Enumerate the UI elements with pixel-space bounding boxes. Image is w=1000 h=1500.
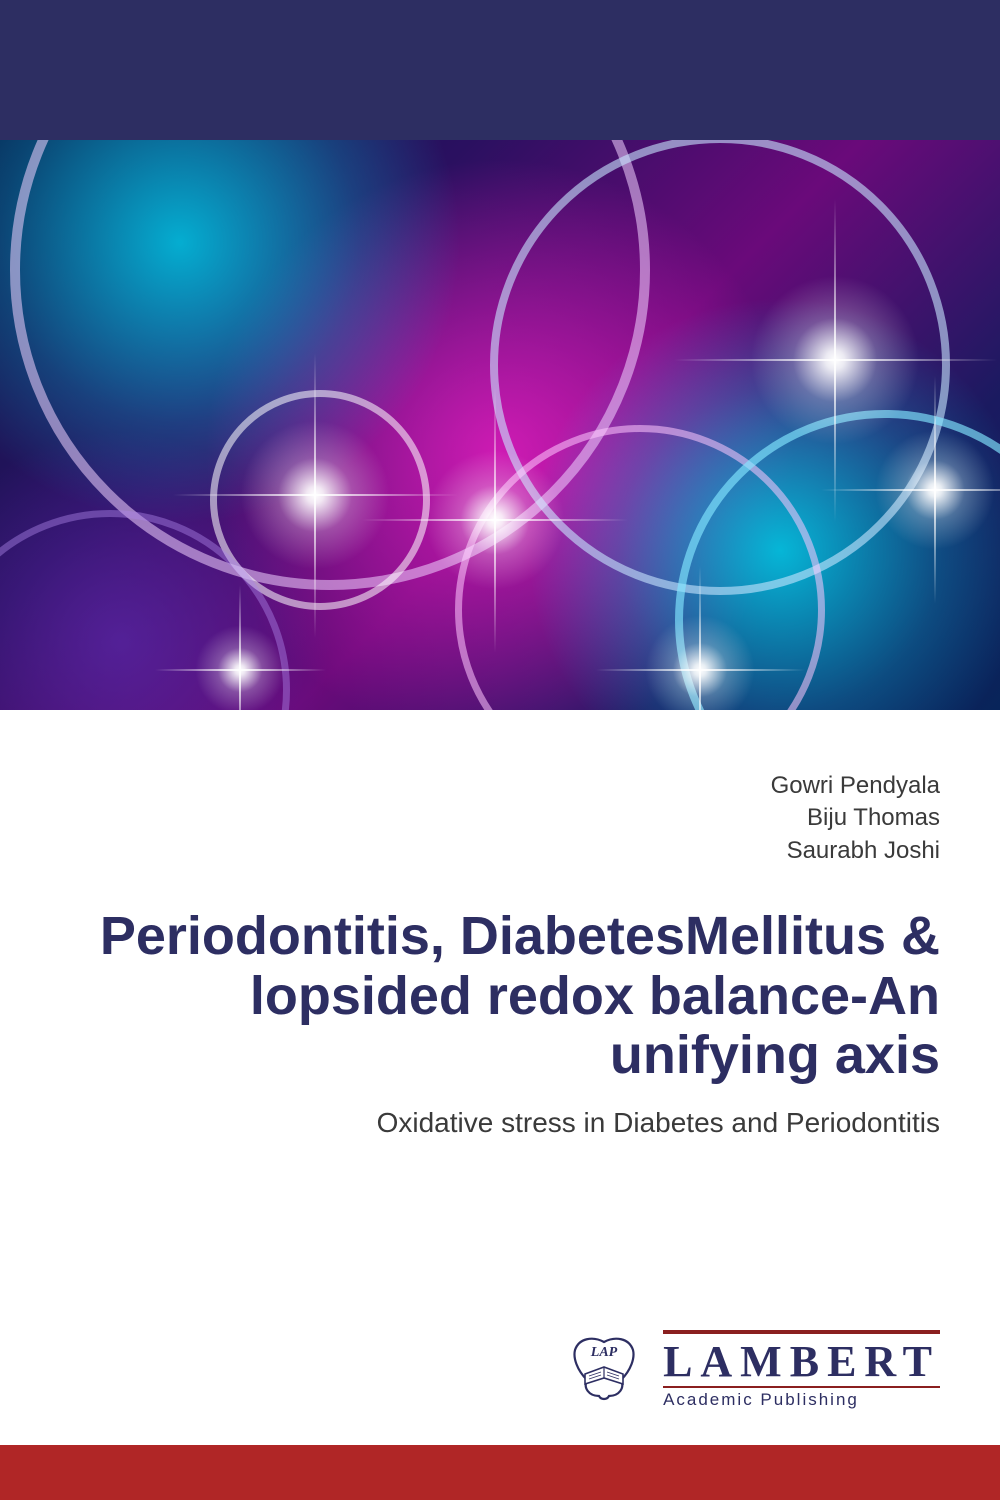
authors-block: Gowri Pendyala Biju Thomas Saurabh Joshi [60, 770, 940, 867]
publisher-name: LAMBERT [663, 1336, 940, 1386]
author-line: Saurabh Joshi [60, 835, 940, 867]
author-line: Gowri Pendyala [60, 770, 940, 802]
publisher-block: LAP LAMBERT Academic Publishing [563, 1330, 940, 1410]
publisher-text: LAMBERT Academic Publishing [663, 1330, 940, 1410]
book-subtitle: Oxidative stress in Diabetes and Periodo… [60, 1107, 940, 1139]
content-block: Gowri Pendyala Biju Thomas Saurabh Joshi… [0, 710, 1000, 1139]
cover-artwork [0, 140, 1000, 710]
artwork-flare-streak [494, 387, 496, 653]
logo-lap-text: LAP [590, 1345, 618, 1360]
artwork-flare-streak [821, 489, 1000, 491]
publisher-logo-icon: LAP [563, 1334, 645, 1406]
publisher-rule-top [663, 1330, 940, 1334]
author-line: Biju Thomas [60, 802, 940, 834]
artwork-flare-streak [834, 199, 836, 522]
artwork-flare-streak [699, 566, 701, 711]
publisher-subline: Academic Publishing [663, 1386, 940, 1410]
top-band [0, 0, 1000, 140]
artwork-flare-streak [934, 376, 936, 604]
artwork-flare-streak [314, 353, 316, 638]
bottom-band [0, 1445, 1000, 1500]
book-title: Periodontitis, DiabetesMellitus & lopsid… [60, 907, 940, 1085]
artwork-flare-streak [239, 585, 241, 711]
